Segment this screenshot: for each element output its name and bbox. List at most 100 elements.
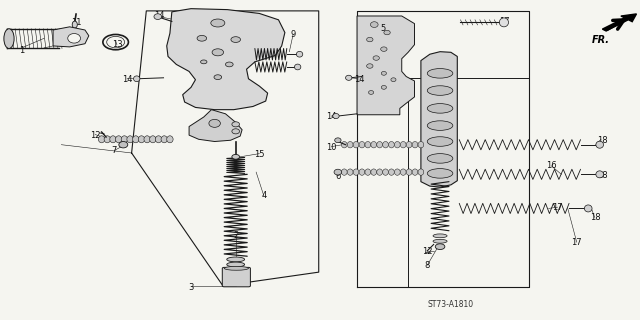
Text: 18: 18: [597, 171, 607, 180]
Ellipse shape: [200, 60, 207, 64]
Ellipse shape: [341, 141, 347, 148]
Ellipse shape: [72, 21, 77, 28]
Ellipse shape: [341, 169, 347, 175]
Text: 13: 13: [111, 40, 122, 49]
Ellipse shape: [348, 141, 353, 148]
Ellipse shape: [371, 169, 376, 175]
Text: 17: 17: [572, 238, 582, 247]
Ellipse shape: [384, 30, 390, 35]
Ellipse shape: [428, 137, 453, 146]
Polygon shape: [189, 110, 242, 141]
Ellipse shape: [596, 171, 604, 178]
Ellipse shape: [435, 244, 445, 250]
Ellipse shape: [391, 78, 396, 82]
Ellipse shape: [134, 76, 140, 82]
Ellipse shape: [209, 119, 220, 127]
Text: ST73-A1810: ST73-A1810: [428, 300, 474, 308]
Ellipse shape: [367, 37, 373, 42]
Polygon shape: [421, 52, 458, 187]
Ellipse shape: [381, 85, 387, 89]
Ellipse shape: [121, 136, 127, 143]
Ellipse shape: [232, 122, 239, 127]
Ellipse shape: [428, 154, 453, 163]
Ellipse shape: [371, 141, 376, 148]
Ellipse shape: [138, 136, 145, 143]
Ellipse shape: [383, 169, 388, 175]
Ellipse shape: [150, 136, 156, 143]
Text: 12: 12: [90, 131, 100, 140]
Text: 17: 17: [499, 17, 509, 26]
Ellipse shape: [110, 136, 116, 143]
Ellipse shape: [365, 169, 371, 175]
Text: 16: 16: [546, 161, 557, 170]
Ellipse shape: [212, 49, 223, 56]
Ellipse shape: [433, 234, 447, 238]
Ellipse shape: [115, 136, 122, 143]
Ellipse shape: [348, 169, 353, 175]
Ellipse shape: [401, 169, 406, 175]
Ellipse shape: [197, 36, 207, 41]
Ellipse shape: [381, 71, 387, 75]
Text: 17: 17: [552, 203, 563, 212]
Ellipse shape: [369, 91, 374, 94]
Ellipse shape: [144, 136, 150, 143]
Ellipse shape: [156, 136, 162, 143]
Ellipse shape: [224, 267, 248, 270]
Ellipse shape: [335, 138, 341, 143]
Text: 11: 11: [71, 18, 81, 27]
Ellipse shape: [373, 56, 380, 60]
Ellipse shape: [227, 257, 244, 262]
Ellipse shape: [401, 141, 406, 148]
Ellipse shape: [365, 141, 371, 148]
Ellipse shape: [68, 34, 81, 43]
Ellipse shape: [211, 19, 225, 27]
Ellipse shape: [154, 14, 162, 20]
Text: 10: 10: [326, 143, 337, 152]
Ellipse shape: [232, 129, 239, 134]
Polygon shape: [167, 9, 285, 110]
Text: 14: 14: [154, 11, 164, 20]
Ellipse shape: [388, 141, 394, 148]
Text: 7: 7: [111, 146, 117, 155]
Ellipse shape: [412, 169, 418, 175]
Text: 1: 1: [19, 45, 24, 55]
Text: 3: 3: [188, 283, 194, 292]
Ellipse shape: [394, 169, 400, 175]
Ellipse shape: [412, 141, 418, 148]
Text: 18: 18: [591, 213, 601, 222]
Polygon shape: [53, 27, 89, 47]
Ellipse shape: [4, 29, 14, 49]
Ellipse shape: [418, 169, 424, 175]
Ellipse shape: [333, 114, 339, 119]
Text: 4: 4: [261, 191, 266, 200]
Ellipse shape: [294, 64, 301, 70]
Ellipse shape: [132, 136, 139, 143]
Text: 14: 14: [122, 75, 132, 84]
Ellipse shape: [161, 136, 168, 143]
FancyArrow shape: [602, 14, 636, 31]
Ellipse shape: [359, 141, 365, 148]
Ellipse shape: [596, 141, 604, 148]
Ellipse shape: [227, 262, 244, 267]
Ellipse shape: [394, 141, 400, 148]
Text: 2: 2: [233, 231, 238, 240]
Polygon shape: [357, 16, 415, 115]
Ellipse shape: [359, 169, 365, 175]
Ellipse shape: [388, 169, 394, 175]
Text: FR.: FR.: [592, 35, 610, 45]
Ellipse shape: [383, 141, 388, 148]
Text: 5: 5: [380, 24, 385, 33]
Ellipse shape: [334, 169, 342, 175]
Ellipse shape: [428, 104, 453, 113]
Text: 6: 6: [335, 172, 340, 181]
Ellipse shape: [104, 136, 111, 143]
Ellipse shape: [418, 141, 424, 148]
Text: 9: 9: [291, 30, 296, 39]
Text: 14: 14: [355, 75, 365, 84]
Ellipse shape: [367, 64, 373, 68]
Text: 12: 12: [422, 247, 433, 256]
Ellipse shape: [377, 141, 383, 148]
Ellipse shape: [584, 205, 592, 212]
Ellipse shape: [381, 47, 387, 51]
Ellipse shape: [346, 75, 352, 80]
